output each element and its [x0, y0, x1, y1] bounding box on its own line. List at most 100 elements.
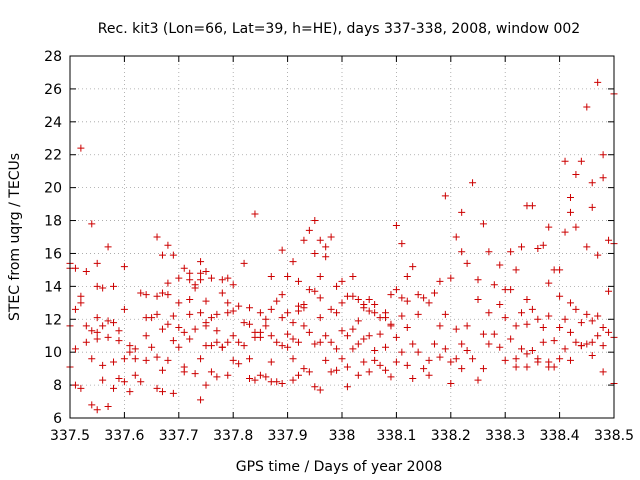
data-point: [566, 328, 574, 336]
data-point: [131, 345, 139, 353]
data-point: [392, 286, 400, 294]
data-point: [577, 157, 585, 165]
data-points: [66, 78, 618, 414]
data-point: [175, 299, 183, 307]
data-point: [354, 340, 362, 348]
data-point: [164, 279, 172, 287]
data-point: [436, 277, 444, 285]
data-point: [392, 358, 400, 366]
data-point: [99, 284, 107, 292]
data-point: [528, 305, 536, 313]
data-point: [311, 383, 319, 391]
data-point: [599, 368, 607, 376]
data-point: [289, 335, 297, 343]
data-point: [191, 370, 199, 378]
data-point: [120, 305, 128, 313]
data-point: [528, 347, 536, 355]
data-point: [207, 314, 215, 322]
data-point: [88, 220, 96, 228]
data-point: [169, 251, 177, 259]
data-point: [566, 194, 574, 202]
data-point: [71, 345, 79, 353]
data-point: [120, 355, 128, 363]
data-point: [77, 299, 85, 307]
data-point: [180, 368, 188, 376]
data-point: [594, 78, 602, 86]
data-point: [354, 371, 362, 379]
chart-title: Rec. kit3 (Lon=66, Lat=39, h=HE), days 3…: [98, 21, 580, 37]
data-point: [420, 365, 428, 373]
data-point: [398, 348, 406, 356]
data-point: [322, 253, 330, 261]
y-tick-label: 22: [44, 148, 62, 164]
data-point: [284, 330, 292, 338]
x-tick-label: 338.2: [431, 428, 471, 444]
y-tick-label: 10: [44, 345, 62, 361]
data-point: [545, 312, 553, 320]
data-point: [120, 263, 128, 271]
data-point: [180, 328, 188, 336]
data-point: [153, 292, 161, 300]
x-tick-label: 337.5: [50, 428, 90, 444]
data-point: [294, 277, 302, 285]
data-point: [572, 170, 580, 178]
data-point: [273, 297, 281, 305]
data-point: [539, 324, 547, 331]
data-point: [501, 314, 509, 322]
data-point: [88, 355, 96, 363]
data-point: [436, 353, 444, 361]
data-point: [360, 300, 368, 308]
data-point: [376, 314, 384, 322]
data-point: [420, 294, 428, 302]
data-point: [349, 292, 357, 300]
data-point: [289, 258, 297, 266]
data-point: [224, 338, 232, 346]
x-tick-label: 338.4: [540, 428, 580, 444]
data-point: [142, 332, 150, 340]
data-point: [485, 248, 493, 256]
data-point: [142, 291, 150, 299]
data-point: [207, 368, 215, 376]
data-point: [561, 345, 569, 353]
data-point: [561, 315, 569, 323]
data-point: [518, 243, 526, 251]
data-point: [490, 330, 498, 338]
data-point: [82, 338, 90, 346]
data-point: [528, 202, 536, 210]
data-point: [474, 376, 482, 384]
data-point: [104, 333, 112, 341]
data-point: [120, 378, 128, 386]
data-point: [93, 282, 101, 290]
data-point: [284, 309, 292, 317]
data-point: [371, 347, 379, 355]
data-point: [256, 328, 264, 336]
data-point: [479, 365, 487, 373]
data-point: [392, 333, 400, 341]
data-point: [207, 342, 215, 350]
data-point: [360, 335, 368, 343]
data-point: [153, 353, 161, 361]
data-point: [186, 296, 194, 304]
data-point: [142, 356, 150, 364]
data-point: [202, 381, 210, 389]
data-point: [300, 236, 308, 244]
data-point: [104, 243, 112, 251]
data-point: [430, 340, 438, 348]
data-point: [382, 366, 390, 374]
data-point: [599, 174, 607, 182]
data-point: [289, 355, 297, 363]
data-point: [371, 309, 379, 317]
data-point: [583, 340, 591, 348]
data-point: [534, 245, 542, 253]
data-point: [169, 389, 177, 397]
data-point: [463, 259, 471, 267]
data-point: [202, 297, 210, 305]
x-tick-label: 338.5: [594, 428, 634, 444]
data-point: [376, 361, 384, 369]
data-point: [267, 358, 275, 366]
data-point: [240, 342, 248, 350]
grid: [70, 56, 614, 418]
data-point: [556, 355, 564, 363]
data-point: [485, 340, 493, 348]
data-point: [436, 322, 444, 330]
